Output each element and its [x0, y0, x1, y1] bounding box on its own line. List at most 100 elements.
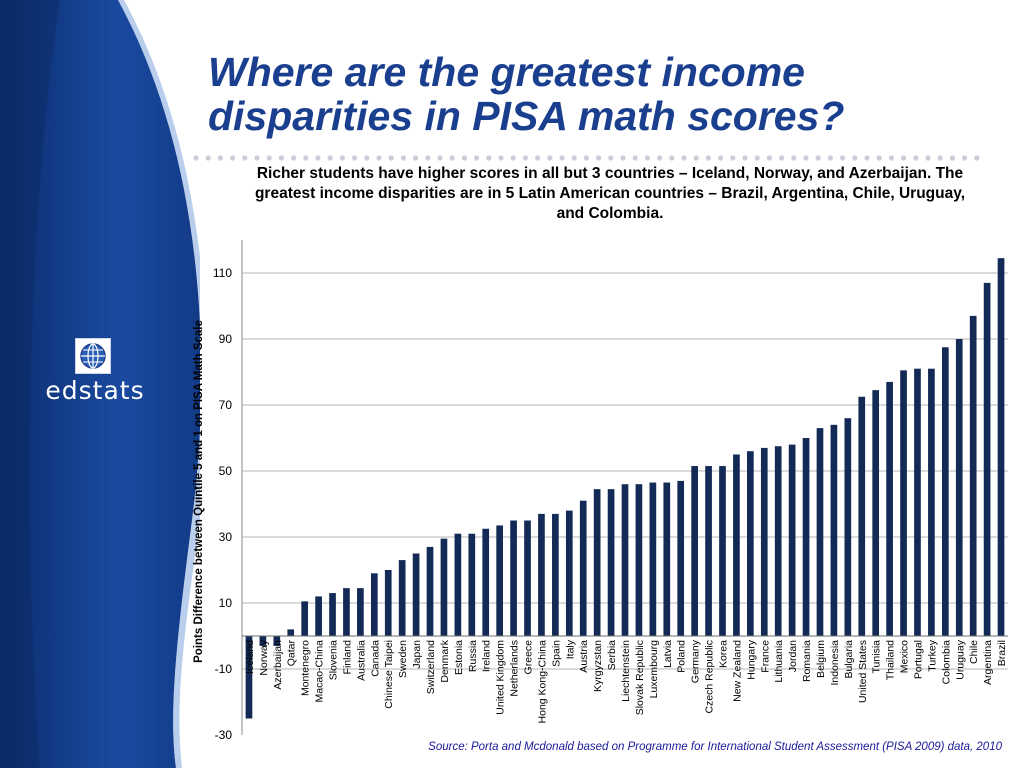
bar-norway — [259, 636, 267, 646]
divider-dot — [461, 155, 467, 161]
x-category-label: Azerbaijan — [272, 640, 284, 690]
x-category-label: Greece — [523, 640, 535, 675]
divider-dot — [522, 155, 528, 161]
x-category-label: Indonesia — [829, 640, 841, 686]
x-category-label: Tunisia — [871, 640, 883, 674]
divider-dot — [901, 155, 907, 161]
x-category-label: Japan — [411, 640, 423, 669]
divider-dot — [559, 155, 565, 161]
x-category-label: Ireland — [481, 640, 493, 672]
dotted-divider — [193, 155, 980, 161]
divider-dot — [705, 155, 712, 161]
divider-dot — [718, 155, 724, 161]
x-category-label: United Kingdom — [495, 640, 507, 715]
divider-dot — [876, 155, 882, 161]
bar-mexico — [900, 370, 907, 636]
bar-argentina — [983, 282, 991, 636]
x-category-label: Hungary — [745, 639, 757, 679]
x-category-label: Norway — [258, 639, 270, 675]
divider-dot — [449, 155, 455, 161]
x-category-label: Poland — [676, 640, 688, 673]
bar-austria — [579, 500, 587, 636]
x-category-label: Finland — [341, 640, 353, 675]
divider-dot — [413, 155, 419, 161]
slide-title-line-2: disparities in PISA math scores? — [208, 93, 845, 139]
x-category-label: Montenegro — [300, 640, 312, 696]
bar-latvia — [663, 482, 671, 636]
x-category-label: Czech Republic — [704, 640, 716, 714]
x-category-label: Turkey — [926, 639, 938, 671]
divider-dot — [425, 155, 431, 161]
x-category-label: Netherlands — [509, 640, 521, 697]
divider-dot — [657, 155, 663, 161]
x-category-label: Sweden — [397, 640, 409, 678]
bar-czech-republic — [705, 466, 712, 636]
x-category-label: Austria — [578, 640, 590, 673]
divider-dot — [827, 155, 834, 161]
divider-dot — [535, 155, 541, 161]
x-category-label: Jordan — [787, 640, 799, 672]
divider-dot — [217, 155, 223, 161]
bar-united-kingdom — [496, 525, 503, 636]
divider-dot — [791, 155, 797, 161]
x-category-label: Liechtenstein — [620, 640, 632, 702]
bar-thailand — [886, 381, 893, 636]
bar-canada — [370, 573, 378, 636]
divider-dot — [669, 155, 675, 161]
x-category-label: France — [759, 640, 771, 673]
divider-dot — [486, 155, 492, 161]
divider-dot — [888, 155, 895, 161]
bar-spain — [552, 513, 559, 636]
divider-dot — [315, 155, 321, 161]
x-category-label: Luxembourg — [648, 640, 660, 699]
divider-dot — [193, 155, 199, 161]
x-category-label: Germany — [690, 639, 702, 683]
x-category-label: Chile — [968, 640, 980, 664]
slide-subtitle: Richer students have higher scores in al… — [254, 165, 966, 222]
divider-dot — [242, 155, 248, 161]
divider-dot — [547, 155, 553, 161]
x-category-label: Switzerland — [425, 640, 437, 694]
divider-dot — [742, 155, 748, 161]
divider-dot — [852, 155, 858, 161]
bar-belgium — [816, 428, 824, 636]
bar-denmark — [440, 538, 448, 636]
bar-serbia — [607, 489, 615, 636]
bar-luxembourg — [649, 482, 657, 636]
divider-dot — [949, 155, 956, 161]
divider-dot — [571, 155, 577, 161]
bar-uruguay — [955, 339, 963, 636]
x-category-label: Slovak Republic — [634, 640, 646, 715]
x-category-label: Belgium — [815, 640, 827, 678]
bar-brazil — [997, 258, 1005, 636]
y-tick-label: -10 — [215, 662, 233, 676]
bar-jordan — [788, 444, 796, 636]
x-category-label: Macao-China — [314, 640, 326, 703]
bar-romania — [802, 438, 810, 636]
divider-dot — [730, 155, 736, 161]
x-category-label: Russia — [467, 640, 479, 672]
x-category-label: Uruguay — [954, 639, 966, 679]
divider-dot — [510, 155, 516, 161]
bar-sweden — [398, 560, 406, 636]
bar-switzerland — [426, 546, 434, 636]
bar-russia — [468, 533, 476, 636]
divider-dot — [327, 155, 333, 161]
y-tick-label: 30 — [219, 530, 233, 544]
divider-dot — [803, 155, 809, 161]
edstats-logo: edstats — [30, 338, 160, 408]
globe-icon — [75, 338, 111, 374]
divider-dot — [937, 155, 943, 161]
y-tick-label: 10 — [219, 596, 233, 610]
x-category-label: Denmark — [439, 639, 451, 682]
divider-dot — [266, 155, 272, 161]
y-axis-title: Points Difference between Quintile 5 and… — [193, 320, 205, 663]
x-category-label: Kyrgyzstan — [592, 640, 604, 692]
divider-dot — [339, 155, 345, 161]
bar-estonia — [454, 533, 462, 636]
x-category-label: United States — [857, 640, 869, 703]
bar-france — [760, 447, 768, 636]
divider-dot — [925, 155, 931, 161]
divider-dot — [205, 155, 211, 161]
x-category-label: Serbia — [606, 640, 618, 671]
